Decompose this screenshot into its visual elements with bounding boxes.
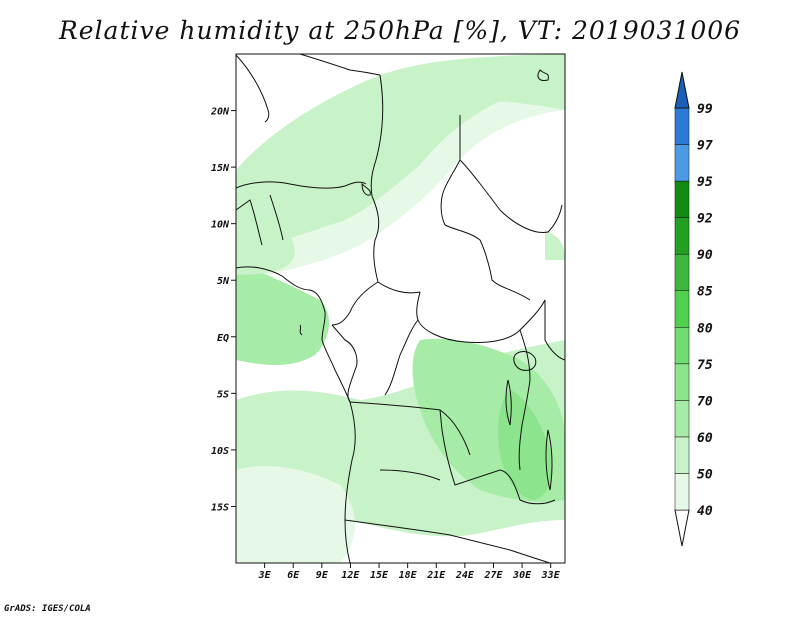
humidity-northeast (470, 60, 565, 110)
y-axis: 20N 15N 10N 5N EQ 5S 10S 15S (210, 107, 236, 513)
border-chad-sudan (459, 159, 563, 234)
x-tick-label: 12E (341, 570, 360, 581)
coastline (236, 266, 356, 563)
colorbar-label: 40 (697, 504, 713, 519)
humidity-field (236, 54, 565, 563)
colorbar-label: 50 (697, 467, 713, 482)
border-northwest (236, 54, 381, 246)
x-axis: 3E 6E 9E 12E 15E 18E 21E 24E 27E 30E 33E (258, 563, 561, 581)
y-tick-label: 10N (211, 220, 230, 231)
colorbar-swatch (674, 180, 690, 218)
map-frame (235, 53, 566, 564)
colorbar-swatch (674, 107, 690, 145)
colorbar-swatch (674, 217, 690, 255)
colorbar-swatch (674, 144, 690, 182)
y-tick-label: 15N (211, 163, 230, 174)
x-tick-label: 21E (426, 570, 446, 581)
colorbar-swatch (674, 253, 690, 291)
y-tick-label: 15S (211, 502, 229, 513)
x-tick-label: 24E (455, 570, 475, 581)
colorbar-label: 97 (697, 139, 713, 154)
coast-northeast-island (537, 69, 549, 81)
x-tick-label: 9E (316, 570, 329, 581)
humidity-band-north-light (236, 90, 565, 280)
x-tick-label: 33E (541, 570, 561, 581)
colorbar-label: 75 (697, 358, 713, 373)
colorbar-swatch (674, 473, 690, 511)
colorbar-swatch (674, 400, 690, 438)
y-tick-label: EQ (217, 333, 229, 344)
colorbar-swatch (674, 327, 690, 365)
coast-gulf-guinea (299, 324, 303, 336)
lake-malawi (545, 429, 553, 491)
x-tick-label: 6E (287, 570, 300, 581)
humidity-west (236, 265, 330, 365)
lake-chad (361, 182, 371, 196)
humidity-south-light (236, 465, 355, 563)
colorbar-label: 90 (697, 248, 713, 263)
y-tick-label: 10S (211, 446, 229, 457)
lake-victoria (513, 351, 537, 371)
borders (236, 54, 565, 563)
colorbar-label: 95 (697, 175, 713, 190)
colorbar-under-triangle (674, 509, 690, 547)
y-tick-label: 5N (217, 276, 230, 287)
humidity-east (498, 390, 552, 500)
colorbar-swatch (674, 436, 690, 474)
x-tick-label: 18E (399, 570, 418, 581)
x-tick-label: 27E (483, 570, 503, 581)
colorbar-label: 99 (697, 102, 713, 117)
y-tick-label: 5S (217, 389, 229, 400)
colorbar-label: 92 (697, 212, 713, 227)
border-central (331, 281, 521, 343)
humidity-west-light (236, 190, 295, 275)
border-sahel (236, 74, 531, 301)
colorbar-swatch (674, 290, 690, 328)
map-title: Relative humidity at 250hPa [%], VT: 201… (58, 16, 742, 45)
lake-tanganyika (505, 379, 512, 426)
x-tick-label: 3E (258, 570, 272, 581)
humidity-band-north (236, 54, 565, 260)
credit-text: GrADS: IGES/COLA (4, 604, 91, 614)
colorbar-label: 70 (697, 394, 713, 409)
x-tick-label: 15E (370, 570, 389, 581)
colorbar-over-triangle (674, 71, 690, 109)
colorbar-swatch (674, 363, 690, 401)
colorbar: 40 50 60 70 75 80 85 90 92 95 97 99 (674, 71, 713, 547)
humidity-east-edge (545, 230, 565, 260)
colorbar-label: 60 (697, 431, 713, 446)
y-tick-label: 20N (210, 107, 230, 118)
border-south (344, 401, 556, 563)
border-congo (331, 319, 419, 403)
x-tick-label: 30E (512, 570, 532, 581)
colorbar-label: 80 (697, 321, 713, 336)
colorbar-label: 85 (697, 285, 713, 300)
border-east (518, 299, 565, 471)
